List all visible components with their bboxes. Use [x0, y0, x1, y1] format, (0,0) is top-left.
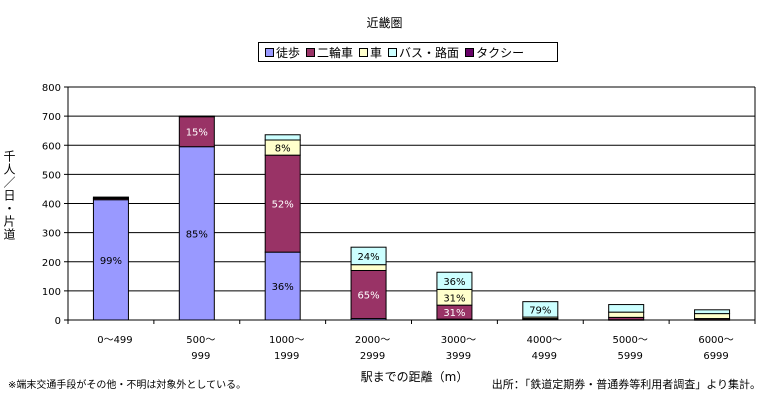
data-label: 79% [529, 305, 551, 316]
bar-segment [265, 135, 300, 140]
footnote-note: ※端末交通手段がその他・不明は対象外としている。 [8, 376, 246, 391]
x-tick-label: 2999 [360, 351, 385, 362]
x-tick-label: 6000～ [698, 335, 733, 346]
y-tick-label: 800 [42, 83, 61, 94]
x-tick-label: 3000～ [441, 335, 476, 346]
y-tick-label: 700 [42, 112, 61, 123]
data-label: 15% [186, 128, 208, 139]
data-label: 36% [443, 277, 465, 288]
y-tick-label: 0 [55, 316, 61, 327]
y-axis-label: 千人／日・片道 [2, 150, 18, 241]
x-tick-label: 5000～ [612, 335, 647, 346]
data-label: 52% [272, 200, 294, 211]
bar-segment [351, 265, 386, 271]
x-tick-label: 0～499 [97, 335, 132, 346]
bar-segment [179, 116, 214, 117]
y-tick-label: 400 [42, 200, 61, 211]
bar-segment [609, 305, 644, 313]
x-tick-label: 4000～ [527, 335, 562, 346]
bar-segment [695, 314, 730, 319]
data-label: 31% [443, 293, 465, 304]
x-tick-label: 2000～ [355, 335, 390, 346]
data-label: 99% [100, 256, 122, 267]
footnote-source: 出所：「鉄道定期券・普通券等利用者調査」より集計。 [492, 376, 761, 392]
data-label: 36% [272, 282, 294, 293]
x-tick-label: 1000～ [269, 335, 304, 346]
data-label: 8% [275, 144, 291, 155]
x-tick-label: 999 [191, 351, 210, 362]
x-tick-label: 3999 [446, 351, 471, 362]
bar-segment [695, 310, 730, 314]
x-tick-label: 4999 [532, 351, 557, 362]
bar-segment [93, 197, 128, 198]
data-label: 85% [186, 229, 208, 240]
x-tick-label: 5999 [617, 351, 642, 362]
bar-segment [609, 312, 644, 317]
data-label: 65% [357, 291, 379, 302]
x-tick-label: 1999 [274, 351, 299, 362]
y-tick-label: 200 [42, 258, 61, 269]
data-label: 24% [357, 252, 379, 263]
data-label: 31% [443, 308, 465, 319]
x-tick-label: 500～ [186, 335, 215, 346]
y-tick-label: 600 [42, 141, 61, 152]
y-tick-label: 300 [42, 229, 61, 240]
y-tick-label: 100 [42, 287, 61, 298]
y-tick-label: 500 [42, 170, 61, 181]
x-tick-label: 6999 [703, 351, 728, 362]
